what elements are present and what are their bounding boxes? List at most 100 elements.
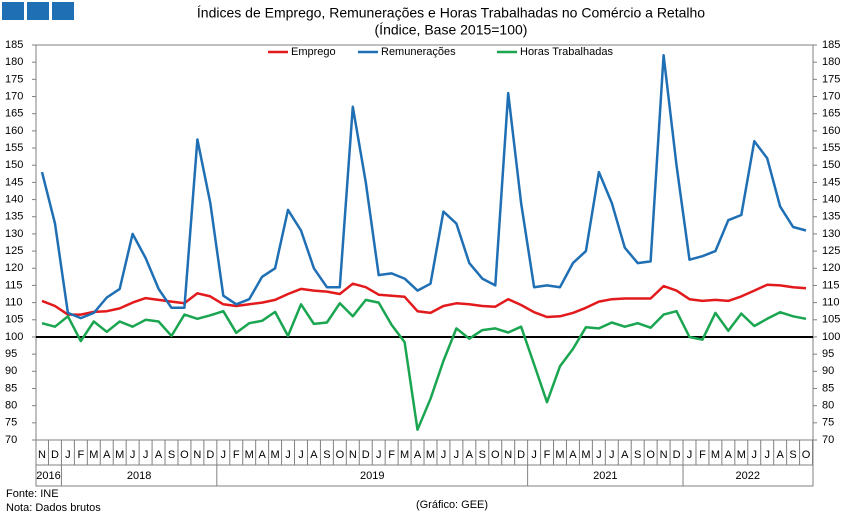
x-tick-label: F <box>77 449 84 461</box>
y-tick-label: 135 <box>5 211 23 223</box>
y2-tick-label: 140 <box>822 193 840 205</box>
x-tick-label: A <box>103 449 111 461</box>
x-tick-label: A <box>258 449 266 461</box>
x-tick-label: M <box>115 449 124 461</box>
y2-tick-label: 115 <box>822 279 840 291</box>
x-tick-label: O <box>491 449 500 461</box>
y2-tick-label: 125 <box>822 245 840 257</box>
y-tick-label: 85 <box>5 382 17 394</box>
y2-tick-label: 135 <box>822 211 840 223</box>
x-tick-label: D <box>51 449 59 461</box>
x-tick-label: J <box>596 449 602 461</box>
x-tick-label: A <box>776 449 784 461</box>
x-tick-label: M <box>426 449 435 461</box>
line-series <box>41 282 807 319</box>
y2-tick-label: 130 <box>822 228 840 240</box>
x-tick-label: O <box>802 449 811 461</box>
y2-tick-label: 70 <box>822 434 834 446</box>
x-tick-label: D <box>517 449 525 461</box>
y2-tick-label: 170 <box>822 90 840 102</box>
x-tick-label: A <box>569 449 577 461</box>
x-group-label: 2022 <box>736 470 760 482</box>
y2-tick-label: 185 <box>822 39 840 51</box>
x-tick-label: N <box>193 449 201 461</box>
y-tick-label: 175 <box>5 73 23 85</box>
y2-tick-label: 105 <box>822 314 840 326</box>
x-tick-label: J <box>752 449 758 461</box>
x-tick-label: D <box>362 449 370 461</box>
y2-tick-label: 145 <box>822 176 840 188</box>
x-tick-label: F <box>699 449 706 461</box>
y-tick-label: 105 <box>5 314 23 326</box>
x-tick-label: D <box>673 449 681 461</box>
x-group-label: 2019 <box>360 470 384 482</box>
x-tick-label: A <box>310 449 318 461</box>
x-tick-label: A <box>414 449 422 461</box>
x-tick-label: A <box>621 449 629 461</box>
header-block <box>2 2 24 20</box>
y-tick-label: 140 <box>5 193 23 205</box>
x-tick-label: M <box>581 449 590 461</box>
y-tick-label: 160 <box>5 125 23 137</box>
x-tick-label: S <box>168 449 175 461</box>
x-tick-label: N <box>349 449 357 461</box>
credit: (Gráfico: GEE) <box>416 499 488 511</box>
x-tick-label: A <box>725 449 733 461</box>
y2-tick-label: 165 <box>822 108 840 120</box>
y-tick-label: 130 <box>5 228 23 240</box>
chart-title: Índices de Emprego, Remunerações e Horas… <box>197 5 705 21</box>
x-tick-label: J <box>143 449 149 461</box>
x-tick-label: J <box>285 449 291 461</box>
x-tick-label: N <box>504 449 512 461</box>
y2-tick-label: 110 <box>822 297 840 309</box>
x-tick-label: J <box>65 449 71 461</box>
y-tick-label: 110 <box>5 297 23 309</box>
y-tick-label: 100 <box>5 331 23 343</box>
y2-tick-label: 160 <box>822 125 840 137</box>
y2-tick-label: 150 <box>822 159 840 171</box>
y-tick-label: 150 <box>5 159 23 171</box>
y2-tick-label: 175 <box>822 73 840 85</box>
header-block <box>27 2 49 20</box>
x-tick-label: J <box>221 449 227 461</box>
y-tick-label: 145 <box>5 176 23 188</box>
x-tick-label: A <box>155 449 163 461</box>
x-tick-label: O <box>646 449 655 461</box>
y-tick-label: 70 <box>5 434 17 446</box>
y2-tick-label: 75 <box>822 417 834 429</box>
y-tick-label: 155 <box>5 142 23 154</box>
x-tick-label: M <box>555 449 564 461</box>
y-tick-label: 90 <box>5 365 17 377</box>
y-tick-label: 75 <box>5 417 17 429</box>
x-tick-label: J <box>609 449 615 461</box>
y-tick-label: 120 <box>5 262 23 274</box>
x-tick-label: F <box>544 449 551 461</box>
y-tick-label: 165 <box>5 108 23 120</box>
x-tick-label: N <box>660 449 668 461</box>
legend-label: Horas Trabalhadas <box>520 46 613 58</box>
x-tick-label: O <box>180 449 189 461</box>
x-tick-label: J <box>376 449 382 461</box>
y-tick-label: 185 <box>5 39 23 51</box>
x-tick-label: D <box>206 449 214 461</box>
x-tick-label: O <box>336 449 345 461</box>
x-tick-label: J <box>531 449 537 461</box>
y-tick-label: 170 <box>5 90 23 102</box>
x-tick-label: J <box>298 449 304 461</box>
chart-subtitle: (Índice, Base 2015=100) <box>375 22 528 38</box>
x-group-label: 2016 <box>36 470 60 482</box>
x-group-label: 2018 <box>127 470 151 482</box>
x-tick-label: M <box>737 449 746 461</box>
x-tick-label: M <box>711 449 720 461</box>
y2-tick-label: 85 <box>822 382 834 394</box>
y2-tick-label: 90 <box>822 365 834 377</box>
legend-label: Remunerações <box>381 46 456 58</box>
x-tick-label: M <box>400 449 409 461</box>
x-tick-label: S <box>323 449 330 461</box>
x-tick-label: A <box>466 449 474 461</box>
x-tick-label: F <box>388 449 395 461</box>
source-note: Nota: Dados brutos <box>6 502 101 514</box>
y2-tick-label: 80 <box>822 400 834 412</box>
plot-frame <box>35 44 814 441</box>
